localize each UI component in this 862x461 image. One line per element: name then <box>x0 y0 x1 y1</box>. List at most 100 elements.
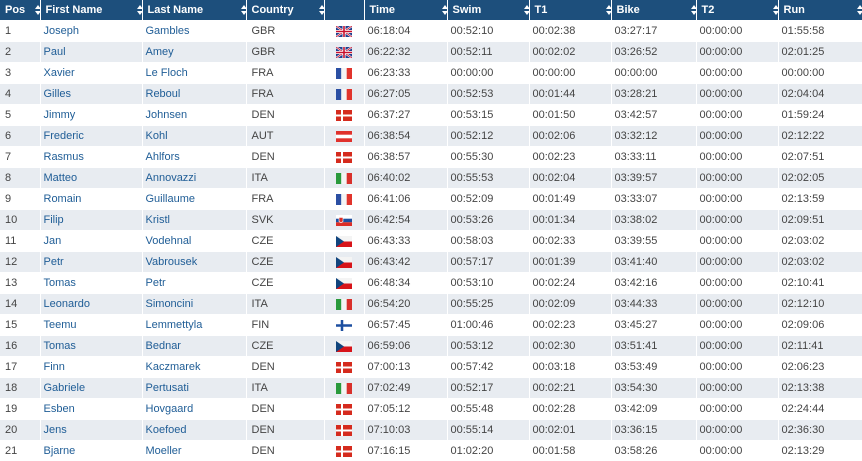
first-name[interactable]: Leonardo <box>43 298 91 310</box>
time-cell: 06:54:20 <box>364 293 448 315</box>
last-name[interactable]: Koefoed <box>145 424 187 436</box>
header-row: Pos First Name Last Name Country Time Swim T1 B… <box>0 0 862 21</box>
last-name-cell: Annovazzi <box>142 167 247 189</box>
first-name[interactable]: Romain <box>43 193 82 205</box>
bike-cell: 03:42:09 <box>611 398 697 420</box>
last-name[interactable]: Vabrousek <box>145 256 198 268</box>
flag <box>336 214 352 226</box>
t1: 00:02:38 <box>532 25 576 37</box>
swim-cell: 00:52:53 <box>447 83 530 105</box>
first-name[interactable]: Finn <box>43 361 65 373</box>
first-name[interactable]: Xavier <box>43 67 75 79</box>
column-header[interactable]: Last Name <box>142 0 247 21</box>
last-name[interactable]: Gambles <box>145 25 190 37</box>
swim-cell: 00:52:11 <box>447 41 530 63</box>
last-name[interactable]: Petr <box>145 277 166 289</box>
t1: 00:02:23 <box>532 319 576 331</box>
last-name-cell: Moeller <box>142 440 247 461</box>
time-cell: 06:59:06 <box>364 335 448 357</box>
swim-cell: 00:53:12 <box>447 335 530 357</box>
last-name[interactable]: Reboul <box>145 88 181 100</box>
position: 3 <box>5 67 12 79</box>
column-header[interactable]: Pos <box>0 0 41 21</box>
last-name[interactable]: Johnsen <box>145 109 188 121</box>
first-name[interactable]: Joseph <box>43 25 79 37</box>
first-name[interactable]: Matteo <box>43 172 78 184</box>
t1: 00:02:33 <box>532 235 576 247</box>
country-cell: DEN <box>246 440 325 461</box>
position: 8 <box>5 172 12 184</box>
first-name[interactable]: Gabriele <box>43 382 86 394</box>
last-name[interactable]: Vodehnal <box>145 235 192 247</box>
first-name[interactable]: Frederic <box>43 130 84 142</box>
last-name[interactable]: Lemmettyla <box>145 319 203 331</box>
column-header[interactable]: Bike <box>611 0 697 21</box>
first-name[interactable]: Tomas <box>43 277 76 289</box>
last-name[interactable]: Guillaume <box>145 193 196 205</box>
last-name[interactable]: Kohl <box>145 130 168 142</box>
column-header[interactable]: T2 <box>696 0 779 21</box>
t1: 00:01:34 <box>532 214 576 226</box>
last-name[interactable]: Kaczmarek <box>145 361 201 373</box>
country-cell: DEN <box>246 356 325 378</box>
first-name-cell: Petr <box>40 251 143 273</box>
column-header[interactable]: First Name <box>40 0 143 21</box>
column-header[interactable]: Run <box>778 0 862 21</box>
first-name-cell: Filip <box>40 209 143 231</box>
flag-cell <box>324 272 365 294</box>
result-row: 9 Romain Guillaume FRA 06:41:06 00:52:09 00:01… <box>0 188 862 210</box>
last-name[interactable]: Simoncini <box>145 298 194 310</box>
bike: 03:42:57 <box>614 109 658 121</box>
first-name[interactable]: Teemu <box>43 319 77 331</box>
first-name[interactable]: Esben <box>43 403 75 415</box>
first-name[interactable]: Rasmus <box>43 151 84 163</box>
swim-cell: 00:52:10 <box>447 20 530 42</box>
t1: 00:02:28 <box>532 403 576 415</box>
flag-cell <box>324 83 365 105</box>
bike: 03:39:55 <box>614 235 658 247</box>
position: 7 <box>5 151 12 163</box>
last-name-cell: Pertusati <box>142 377 247 399</box>
first-name[interactable]: Petr <box>43 256 64 268</box>
result-row: 1 Joseph Gambles GBR 06:18:04 00:52:10 00:02:3… <box>0 20 862 42</box>
country: ITA <box>251 298 268 310</box>
last-name[interactable]: Bednar <box>145 340 181 352</box>
position-cell: 3 <box>0 62 41 84</box>
first-name[interactable]: Filip <box>43 214 64 226</box>
position: 17 <box>5 361 18 373</box>
column-header[interactable]: T1 <box>529 0 612 21</box>
last-name[interactable]: Le Floch <box>145 67 188 79</box>
position: 20 <box>5 424 18 436</box>
column-header[interactable]: Time <box>364 0 448 21</box>
run-cell: 02:02:05 <box>778 167 862 189</box>
time-cell: 06:42:54 <box>364 209 448 231</box>
first-name[interactable]: Jimmy <box>43 109 76 121</box>
first-name[interactable]: Tomas <box>43 340 76 352</box>
first-name[interactable]: Gilles <box>43 88 72 100</box>
run-cell: 02:07:51 <box>778 146 862 168</box>
column-header[interactable]: Country <box>246 0 325 21</box>
last-name[interactable]: Kristl <box>145 214 170 226</box>
last-name[interactable]: Pertusati <box>145 382 189 394</box>
time-cell: 06:27:05 <box>364 83 448 105</box>
bike: 03:33:07 <box>614 193 658 205</box>
last-name[interactable]: Moeller <box>145 445 182 457</box>
swim-cell: 00:55:14 <box>447 419 530 441</box>
column-header[interactable]: Swim <box>447 0 530 21</box>
last-name[interactable]: Ahlfors <box>145 151 180 163</box>
position-cell: 12 <box>0 251 41 273</box>
swim-cell: 00:55:30 <box>447 146 530 168</box>
country: CZE <box>251 256 274 268</box>
last-name[interactable]: Amey <box>145 46 174 58</box>
country: DEN <box>251 403 275 415</box>
first-name[interactable]: Jan <box>43 235 62 247</box>
last-name[interactable]: Annovazzi <box>145 172 197 184</box>
flag <box>336 382 352 394</box>
first-name[interactable]: Jens <box>43 424 67 436</box>
last-name[interactable]: Hovgaard <box>145 403 194 415</box>
run: 01:55:58 <box>781 25 825 37</box>
time: 06:23:33 <box>367 67 411 79</box>
first-name[interactable]: Paul <box>43 46 66 58</box>
time: 06:27:05 <box>367 88 411 100</box>
first-name[interactable]: Bjarne <box>43 445 76 457</box>
